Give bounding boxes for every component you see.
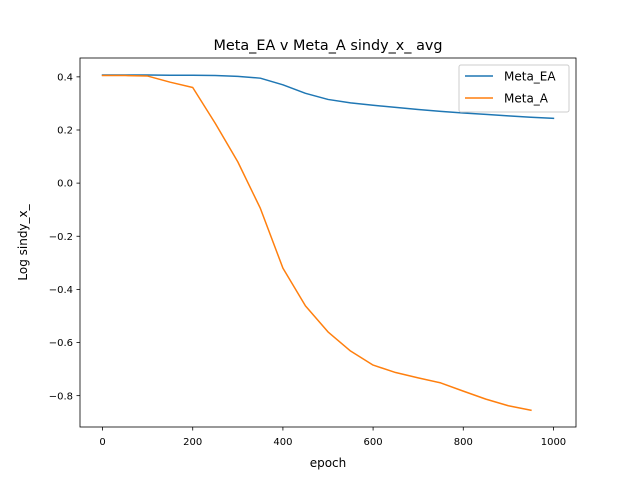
legend-label-meta-a: Meta_A xyxy=(504,92,549,106)
y-tick-label: 0.0 xyxy=(57,179,73,190)
y-tick-label: −0.6 xyxy=(49,338,73,349)
legend: Meta_EA Meta_A xyxy=(458,64,570,113)
x-tick-label: 200 xyxy=(183,437,202,448)
x-tick-label: 1000 xyxy=(541,437,566,448)
plot-frame xyxy=(79,57,577,428)
y-tick-label: −0.8 xyxy=(49,391,73,402)
series-layer xyxy=(101,74,555,412)
y-axis-label: Log sindy_x_ xyxy=(16,203,30,280)
x-tick-label: 600 xyxy=(364,437,383,448)
y-tick-label: −0.4 xyxy=(49,285,73,296)
y-tick-label: −0.2 xyxy=(49,232,73,243)
x-tick-label: 400 xyxy=(273,437,292,448)
x-tick-label: 800 xyxy=(454,437,473,448)
x-axis: 0 200 400 600 800 1000 xyxy=(99,427,566,448)
chart-title: Meta_EA v Meta_A sindy_x_ avg xyxy=(213,38,442,54)
y-tick-label: 0.4 xyxy=(57,72,73,83)
x-axis-label: epoch xyxy=(310,456,347,470)
y-tick-label: 0.2 xyxy=(57,126,73,137)
x-tick-label: 0 xyxy=(99,437,105,448)
series-line-meta-ea xyxy=(101,74,555,120)
legend-label-meta-ea: Meta_EA xyxy=(504,70,556,84)
y-axis: 0.4 0.2 0.0 −0.2 −0.4 −0.6 −0.8 xyxy=(49,72,80,402)
series-line-meta-a xyxy=(101,74,532,412)
